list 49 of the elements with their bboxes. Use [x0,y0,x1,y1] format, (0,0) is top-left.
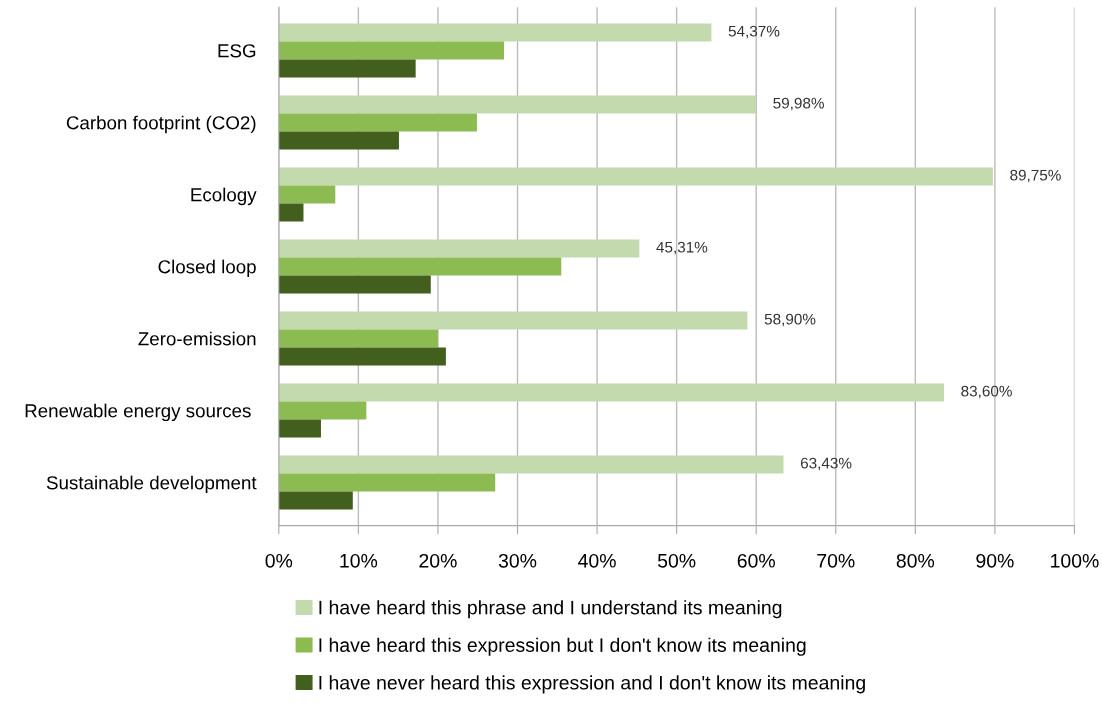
y-tick-label: Closed loop [158,259,256,278]
x-tick-label: 60% [737,553,775,568]
data-label: 59,98% [773,97,824,111]
x-tick-label: 80% [896,553,935,568]
bar [278,383,944,402]
bar [278,401,367,420]
bar [278,491,353,510]
bar [278,347,446,366]
bar [278,23,712,42]
x-tick-label: 20% [419,553,457,568]
y-tick-label: Zero-emission [138,331,256,346]
y-tick-label: Renewable energy sources [25,403,251,422]
x-tick-label: 30% [498,553,537,568]
y-tick-label: Sustainable development [46,475,257,494]
x-tick-label: 10% [340,553,378,568]
x-tick-label: 50% [657,553,696,568]
bar [278,473,496,492]
x-tick-label: 40% [578,553,616,568]
bar [278,311,748,330]
x-tick-label: 90% [976,553,1014,568]
legend-label: I have heard this expression but I don't know its meaning [319,637,806,656]
bar [278,131,399,150]
bar [278,59,416,78]
data-label: 54,37% [728,25,780,39]
legend-label: I have never heard this expression and I don't know its meaning [319,675,865,694]
x-tick-label: 0% [265,553,293,568]
bar [278,419,321,438]
bar [278,329,438,348]
data-label: 89,75% [1010,169,1061,183]
bar [278,185,336,204]
data-label: 83,60% [961,385,1012,399]
bar [278,239,640,258]
bar [278,257,562,276]
bar [278,455,784,474]
bar [278,95,757,114]
bar [278,275,431,294]
x-tick-label: 100% [1051,553,1099,568]
y-tick-label: Ecology [191,187,257,206]
bar [278,167,993,186]
y-tick-label: Carbon footprint (CO2) [66,115,256,134]
y-tick-label: ESG [218,44,256,58]
bar [278,113,477,132]
x-tick-label: 70% [817,553,855,568]
data-label: 45,31% [656,241,708,255]
data-label: 58,90% [764,313,816,327]
bar [278,41,504,60]
bar [278,203,304,222]
data-label: 63,43% [800,457,852,471]
legend-label: I have heard this phrase and I understand its meaning [319,600,782,619]
